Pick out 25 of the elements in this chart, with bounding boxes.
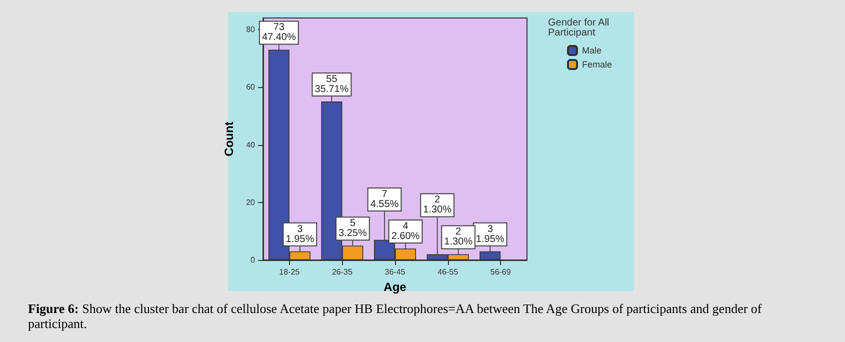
data-label: 3 1.95% xyxy=(286,224,314,245)
y-tick-label: 60 xyxy=(246,82,256,92)
y-tick-label: 80 xyxy=(246,25,256,34)
legend-label: Male xyxy=(582,46,602,56)
x-tick-label: 18-25 xyxy=(279,268,300,276)
x-tick-label: 46-55 xyxy=(438,268,459,276)
data-label: 7 4.55% xyxy=(370,188,399,210)
x-tick-label: 56-69 xyxy=(490,268,512,276)
data-label: 3 1.95% xyxy=(476,224,504,245)
x-tick-label: 26-35 xyxy=(332,268,353,276)
data-label: 5 3.25% xyxy=(338,218,367,240)
legend-title: Gender for All Participant xyxy=(548,18,612,38)
data-label: 2 1.30% xyxy=(423,194,452,216)
x-tick-label: 36-45 xyxy=(384,268,406,276)
data-label: 2 1.30% xyxy=(444,226,473,248)
data-label: 73 47.40% xyxy=(262,22,296,44)
legend-label: Female xyxy=(582,60,612,70)
data-label: 4 2.60% xyxy=(391,220,420,242)
data-label: 55 35.71% xyxy=(314,74,349,96)
y-tick-label: 40 xyxy=(246,140,256,150)
caption: Figure 6: Show the cluster bar chat of cellulose Acetate paper HB Electrophores=AA between The Age Groups of participants and gender of participant. xyxy=(28,301,766,331)
x-axis-title: Age xyxy=(384,280,407,294)
y-tick-label: 0 xyxy=(250,256,256,264)
y-tick-label: 20 xyxy=(246,198,256,207)
y-axis-title: Count xyxy=(222,122,236,156)
